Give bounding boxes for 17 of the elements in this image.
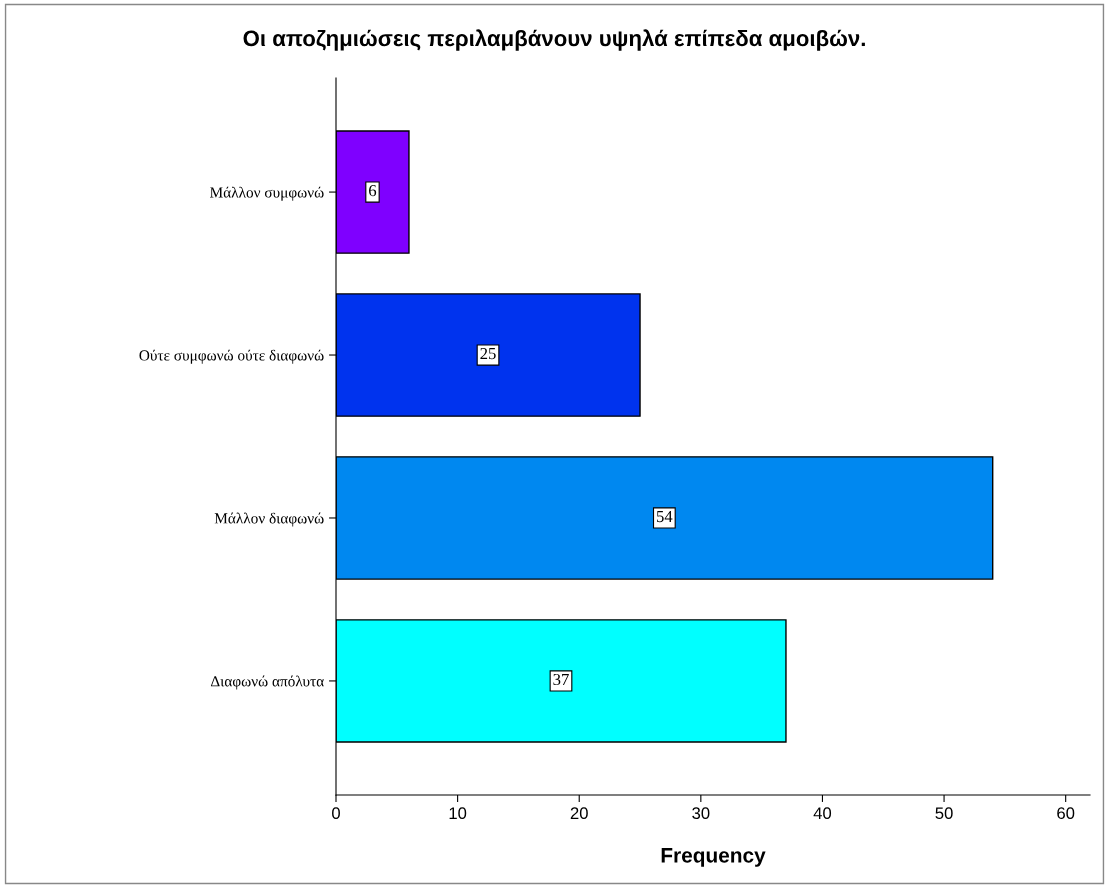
data-label: 25 xyxy=(480,347,496,360)
chart-title: Οι αποζημιώσεις περιλαμβάνουν υψηλά επίπεδα αμοιβών. xyxy=(243,29,865,51)
data-label: 37 xyxy=(553,673,569,686)
data-label: 6 xyxy=(369,185,377,197)
x-tick-label: 10 xyxy=(449,807,467,820)
y-tick-label: Ούτε συμφωνώ ούτε διαφωνώ xyxy=(139,349,324,364)
x-tick-label: 30 xyxy=(692,807,710,820)
x-tick-label: 20 xyxy=(570,807,588,820)
y-tick-label: Διαφωνώ απόλυτα xyxy=(210,675,324,690)
y-tick-label: Μάλλον διαφωνώ xyxy=(214,512,324,527)
data-label: 54 xyxy=(656,511,673,523)
x-tick-label: 40 xyxy=(813,807,832,820)
x-tick-label: 50 xyxy=(935,807,953,820)
x-tick-label: 0 xyxy=(332,807,340,820)
y-tick-label: Μάλλον συμφωνώ xyxy=(210,186,324,201)
x-tick-label: 60 xyxy=(1057,807,1075,820)
x-axis-title: Frequency xyxy=(661,848,766,867)
